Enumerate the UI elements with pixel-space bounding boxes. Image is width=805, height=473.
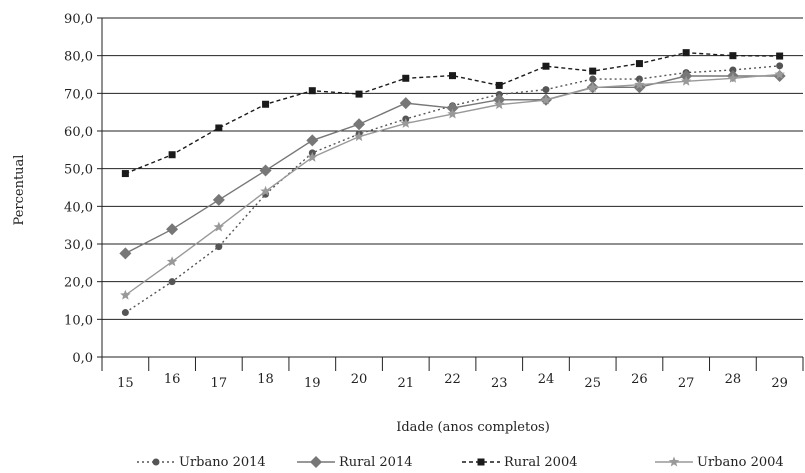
data-point — [262, 100, 270, 108]
x-tick-label: 23 — [491, 376, 508, 391]
data-point — [635, 75, 643, 83]
x-tick-label: 20 — [351, 372, 368, 387]
data-point — [168, 278, 176, 286]
data-point — [447, 108, 458, 119]
data-point — [587, 82, 598, 93]
x-tick-label: 18 — [257, 372, 274, 387]
y-tick-label: 40,0 — [64, 200, 93, 215]
data-point — [308, 87, 316, 95]
legend-label: Rural 2004 — [504, 455, 578, 470]
y-axis-title: Percentual — [12, 155, 27, 226]
data-point — [682, 49, 690, 57]
axes — [97, 17, 804, 371]
series-rural-2004 — [121, 49, 784, 178]
y-tick-label: 90,0 — [64, 12, 93, 27]
data-point — [307, 151, 318, 162]
x-tick-label: 24 — [538, 372, 555, 387]
series-rural-2014 — [119, 70, 786, 260]
data-point — [495, 81, 503, 89]
data-point — [634, 79, 645, 90]
x-tick-label: 29 — [771, 376, 788, 391]
data-point — [215, 124, 223, 132]
data-point — [727, 72, 739, 83]
legend-label: Urbano 2014 — [179, 455, 266, 470]
legend-marker — [668, 456, 680, 467]
data-point — [729, 52, 737, 60]
legend-item: Urbano 2014 — [137, 455, 266, 470]
legend-item: Rural 2004 — [462, 455, 578, 470]
grid-lines — [102, 17, 803, 320]
y-tick-label: 10,0 — [64, 313, 93, 328]
x-tick-label: 25 — [584, 376, 601, 391]
data-point — [215, 243, 223, 251]
data-point — [121, 309, 129, 317]
x-tick-label: 22 — [444, 372, 461, 387]
x-tick-label: 17 — [211, 376, 228, 391]
data-point — [306, 134, 319, 147]
labels-layer: 0,0 10,0 20,0 30,0 40,0 50,0 60,0 70,0 80,0 90,0 1… — [12, 12, 788, 435]
data-point — [400, 117, 411, 128]
data-point — [355, 90, 363, 98]
data-point — [119, 247, 132, 260]
data-point — [213, 221, 225, 232]
x-tick-label: 15 — [117, 376, 134, 391]
data-point — [540, 94, 552, 105]
legend: Urbano 2014 Rural 2014 Rural 2004 Urbano 20… — [137, 455, 784, 470]
y-tick-label: 60,0 — [64, 125, 93, 140]
data-point — [680, 75, 692, 86]
x-tick-label: 19 — [304, 376, 321, 391]
x-tick-label: 21 — [397, 376, 414, 391]
data-point — [589, 67, 597, 75]
series-urbano-2004 — [120, 69, 785, 300]
data-point — [776, 62, 784, 70]
x-tick-label: 28 — [725, 372, 742, 387]
data-point — [260, 185, 271, 196]
y-tick-label: 80,0 — [64, 50, 93, 65]
data-point — [402, 74, 410, 82]
legend-item: Urbano 2004 — [655, 455, 784, 470]
data-point — [353, 131, 365, 142]
data-point — [166, 223, 179, 236]
series-urbano-2014 — [121, 62, 784, 317]
y-tick-label: 20,0 — [64, 276, 93, 291]
y-tick-label: 30,0 — [64, 238, 93, 253]
data-point — [542, 62, 550, 70]
data-point — [635, 60, 643, 68]
series-layer — [119, 49, 786, 317]
x-tick-label: 26 — [631, 372, 648, 387]
data-point — [212, 193, 225, 206]
data-point — [589, 75, 597, 83]
x-tick-label: 16 — [164, 372, 181, 387]
data-point — [120, 289, 131, 300]
data-point — [449, 72, 456, 80]
data-point — [121, 170, 129, 178]
legend-item: Rural 2014 — [297, 455, 413, 470]
y-tick-label: 50,0 — [64, 163, 93, 178]
legend-label: Urbano 2004 — [697, 455, 784, 470]
series-line — [125, 51, 780, 175]
data-point — [168, 151, 176, 159]
data-point — [776, 52, 784, 60]
data-point — [399, 97, 412, 110]
legend-marker — [152, 458, 160, 466]
data-point — [729, 66, 737, 74]
data-point — [446, 102, 459, 115]
data-point — [166, 256, 178, 267]
data-point — [259, 164, 272, 177]
data-point — [353, 118, 366, 131]
data-point — [542, 86, 550, 94]
data-point — [774, 69, 785, 79]
legend-marker — [477, 458, 485, 466]
x-axis-title: Idade (anos completos) — [396, 420, 550, 435]
y-tick-label: 0,0 — [72, 351, 93, 366]
legend-marker — [310, 456, 322, 468]
data-point — [494, 99, 505, 110]
legend-label: Rural 2014 — [339, 455, 413, 470]
x-tick-label: 27 — [678, 376, 695, 391]
y-tick-label: 70,0 — [64, 87, 93, 102]
